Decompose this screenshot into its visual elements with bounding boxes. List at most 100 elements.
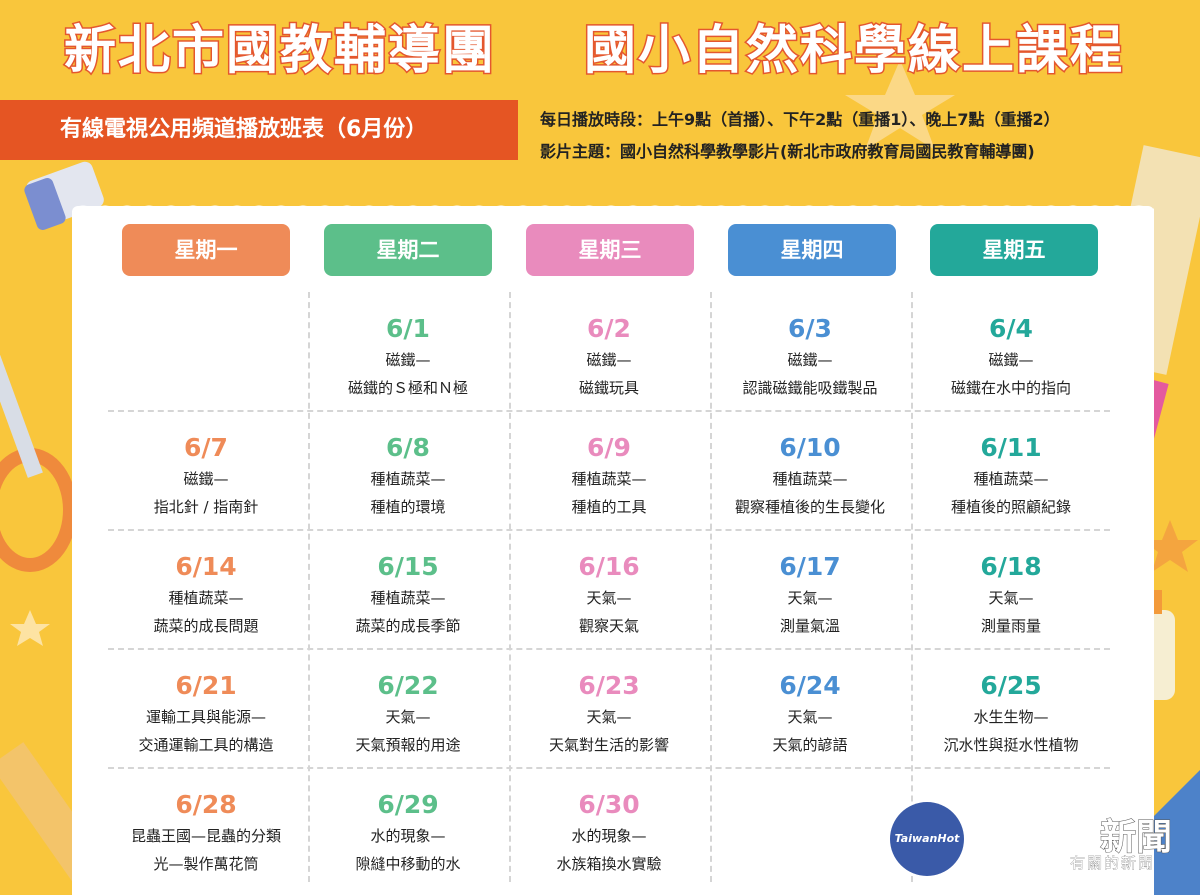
day-header-thursday: 星期四 xyxy=(728,224,896,276)
cell-topic: 天氣— xyxy=(586,589,632,607)
calendar-cell: 6/29 水的現象— 隙縫中移動的水 xyxy=(308,788,508,878)
cell-subtopic: 光—製作萬花筒 xyxy=(153,855,259,873)
cell-topic: 種植蔬菜— xyxy=(168,589,244,607)
cell-date: 6/2 xyxy=(587,314,631,343)
cell-topic: 水的現象— xyxy=(571,827,647,845)
cell-topic: 天氣— xyxy=(787,589,833,607)
calendar-cell: 6/25 水生生物— 沉水性與挺水性植物 xyxy=(911,669,1111,759)
calendar-cell: 6/7 磁鐵— 指北針 / 指南針 xyxy=(106,431,306,521)
cell-topic: 磁鐵— xyxy=(183,470,229,488)
calendar-cell: 6/2 磁鐵— 磁鐵玩具 xyxy=(509,312,709,402)
calendar-cell: 6/3 磁鐵— 認識磁鐵能吸鐵製品 xyxy=(710,312,910,402)
broadcast-times: 每日播放時段：上午9點（首播）、下午2點（重播1）、晚上7點（重播2） xyxy=(540,110,1060,129)
calendar-cell: 6/28 昆蟲王國—昆蟲的分類 光—製作萬花筒 xyxy=(106,788,306,878)
watermark-sub: 有關的新聞 xyxy=(1070,854,1156,873)
cell-date: 6/14 xyxy=(175,552,237,581)
cell-subtopic: 測量氣溫 xyxy=(779,617,840,635)
calendar-cell: 6/18 天氣— 測量雨量 xyxy=(911,550,1111,640)
column-divider xyxy=(710,292,712,882)
schedule-banner: 有線電視公用頻道播放班表（6月份） xyxy=(0,100,518,160)
row-divider xyxy=(108,529,1110,531)
video-topic: 影片主題：國小自然科學教學影片(新北市政府教育局國民教育輔導團) xyxy=(540,142,1035,161)
cell-topic: 水的現象— xyxy=(370,827,446,845)
calendar-card xyxy=(72,206,1154,895)
day-header-tuesday: 星期二 xyxy=(324,224,492,276)
cell-date: 6/16 xyxy=(578,552,640,581)
cell-subtopic: 測量雨量 xyxy=(980,617,1041,635)
cell-subtopic: 交通運輸工具的構造 xyxy=(138,736,274,754)
cell-subtopic: 水族箱換水實驗 xyxy=(556,855,662,873)
main-title-right: 國小自然科學線上課程 xyxy=(582,20,1125,83)
cell-subtopic: 種植的環境 xyxy=(370,498,446,516)
column-divider xyxy=(308,292,310,882)
cell-date: 6/29 xyxy=(377,790,439,819)
cell-date: 6/15 xyxy=(377,552,439,581)
cell-subtopic: 種植的工具 xyxy=(571,498,647,516)
cell-date: 6/25 xyxy=(980,671,1042,700)
cell-topic: 水生生物— xyxy=(973,708,1049,726)
taiwanhot-logo: TaiwanHot xyxy=(890,802,964,876)
calendar-cell: 6/30 水的現象— 水族箱換水實驗 xyxy=(509,788,709,878)
cell-date: 6/30 xyxy=(578,790,640,819)
calendar-cell: 6/24 天氣— 天氣的諺語 xyxy=(710,669,910,759)
calendar-cell: 6/16 天氣— 觀察天氣 xyxy=(509,550,709,640)
cell-subtopic: 天氣預報的用途 xyxy=(355,736,461,754)
cell-topic: 磁鐵— xyxy=(787,351,833,369)
calendar-cell: 6/22 天氣— 天氣預報的用途 xyxy=(308,669,508,759)
cell-subtopic: 蔬菜的成長問題 xyxy=(153,617,259,635)
cell-topic: 種植蔬菜— xyxy=(370,470,446,488)
calendar-cell: 6/14 種植蔬菜— 蔬菜的成長問題 xyxy=(106,550,306,640)
cell-subtopic: 沉水性與挺水性植物 xyxy=(943,736,1079,754)
cell-topic: 運輸工具與能源— xyxy=(145,708,266,726)
cell-subtopic: 磁鐵在水中的指向 xyxy=(950,379,1071,397)
cell-date: 6/7 xyxy=(184,433,228,462)
calendar-cell: 6/9 種植蔬菜— 種植的工具 xyxy=(509,431,709,521)
day-header-wednesday: 星期三 xyxy=(526,224,694,276)
column-divider xyxy=(911,292,913,882)
calendar-cell: 6/8 種植蔬菜— 種植的環境 xyxy=(308,431,508,521)
cell-topic: 種植蔬菜— xyxy=(370,589,446,607)
cell-date: 6/11 xyxy=(980,433,1042,462)
cell-date: 6/23 xyxy=(578,671,640,700)
calendar-cell: 6/11 種植蔬菜— 種植後的照顧紀錄 xyxy=(911,431,1111,521)
cell-date: 6/24 xyxy=(779,671,841,700)
calendar-cell: 6/17 天氣— 測量氣溫 xyxy=(710,550,910,640)
cell-subtopic: 觀察天氣 xyxy=(578,617,639,635)
cell-date: 6/18 xyxy=(980,552,1042,581)
cell-subtopic: 認識磁鐵能吸鐵製品 xyxy=(742,379,878,397)
cell-topic: 種植蔬菜— xyxy=(973,470,1049,488)
cell-subtopic: 隙縫中移動的水 xyxy=(355,855,461,873)
cell-subtopic: 磁鐵的Ｓ極和Ｎ極 xyxy=(347,379,468,397)
cell-subtopic: 天氣的諺語 xyxy=(772,736,848,754)
calendar-cell: 6/10 種植蔬菜— 觀察種植後的生長變化 xyxy=(710,431,910,521)
cell-date: 6/8 xyxy=(386,433,430,462)
cell-subtopic: 種植後的照顧紀錄 xyxy=(950,498,1071,516)
cell-topic: 磁鐵— xyxy=(586,351,632,369)
cell-date: 6/1 xyxy=(386,314,430,343)
cell-date: 6/3 xyxy=(788,314,832,343)
cell-topic: 天氣— xyxy=(586,708,632,726)
cell-date: 6/17 xyxy=(779,552,841,581)
column-divider xyxy=(509,292,511,882)
calendar-cell: 6/15 種植蔬菜— 蔬菜的成長季節 xyxy=(308,550,508,640)
day-header-friday: 星期五 xyxy=(930,224,1098,276)
cell-date: 6/28 xyxy=(175,790,237,819)
cell-date: 6/10 xyxy=(779,433,841,462)
cell-topic: 天氣— xyxy=(787,708,833,726)
cell-topic: 種植蔬菜— xyxy=(772,470,848,488)
cell-date: 6/4 xyxy=(989,314,1033,343)
row-divider xyxy=(108,648,1110,650)
row-divider xyxy=(108,410,1110,412)
calendar-cell: 6/1 磁鐵— 磁鐵的Ｓ極和Ｎ極 xyxy=(308,312,508,402)
cell-topic: 昆蟲王國—昆蟲的分類 xyxy=(130,827,281,845)
calendar-cell: 6/23 天氣— 天氣對生活的影響 xyxy=(509,669,709,759)
main-title-left: 新北市國教輔導團 xyxy=(62,20,497,83)
calendar-cell: 6/4 磁鐵— 磁鐵在水中的指向 xyxy=(911,312,1111,402)
cell-date: 6/21 xyxy=(175,671,237,700)
row-divider xyxy=(108,767,1110,769)
cell-subtopic: 磁鐵玩具 xyxy=(578,379,639,397)
cell-subtopic: 指北針 / 指南針 xyxy=(153,498,259,516)
cell-date: 6/9 xyxy=(587,433,631,462)
cell-date: 6/22 xyxy=(377,671,439,700)
day-header-monday: 星期一 xyxy=(122,224,290,276)
